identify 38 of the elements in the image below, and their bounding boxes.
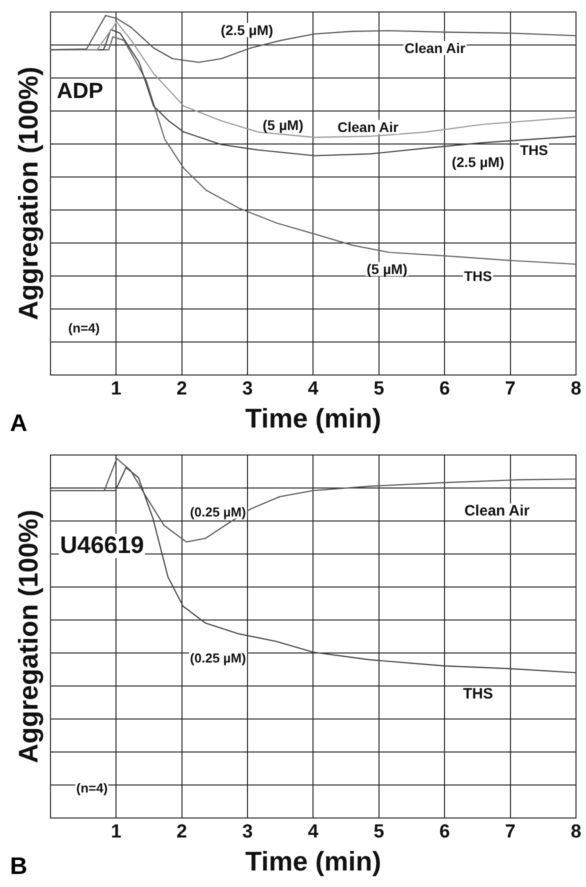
x-tick-label: 2: [176, 378, 188, 400]
x-tick-label: 4: [308, 378, 319, 400]
x-tick-label: 8: [570, 378, 582, 400]
annotation: (5 µM): [366, 261, 408, 277]
x-tick-label: 3: [242, 378, 253, 400]
annotation: THS: [519, 142, 549, 158]
annotation: THS: [463, 268, 493, 284]
y-axis-title: Aggregation (100%): [14, 66, 44, 320]
text: B: [10, 853, 28, 881]
annotation: Clean Air: [404, 40, 466, 56]
x-tick-label: 6: [439, 378, 450, 400]
x-tick-label: 3: [242, 821, 253, 842]
annotation: U46619: [58, 532, 146, 559]
x-tick-label: 1: [110, 378, 122, 400]
annotation: (2.5 µM): [450, 154, 506, 170]
annotation: THS: [462, 686, 494, 702]
annotation: (0.25 µM): [189, 650, 247, 666]
x-tick-label: 8: [570, 821, 582, 842]
annotation: (2.5 µM): [220, 22, 274, 38]
text: A: [10, 410, 28, 438]
annotation: Clean Air: [336, 119, 400, 135]
annotation: (0.25 µM): [189, 504, 247, 520]
x-tick-label: 2: [176, 821, 188, 842]
x-tick-label: 6: [439, 821, 450, 842]
x-tick-label: 5: [374, 378, 385, 400]
x-axis-title: Time (min): [245, 403, 382, 434]
annotation: (n=4): [75, 780, 109, 796]
x-tick-label: 7: [505, 378, 516, 400]
annotation: (5 µM): [262, 117, 304, 133]
annotation: (n=4): [67, 320, 101, 336]
x-tick-label: 5: [374, 821, 385, 842]
annotation: Clean Air: [463, 502, 531, 520]
annotation: ADP: [56, 78, 104, 103]
x-axis-title: Time (min): [245, 846, 382, 876]
y-axis-title: Aggregation (100%): [14, 510, 44, 764]
x-tick-label: 4: [308, 821, 319, 842]
x-tick-label: 7: [505, 821, 516, 842]
x-tick-label: 1: [110, 821, 122, 842]
